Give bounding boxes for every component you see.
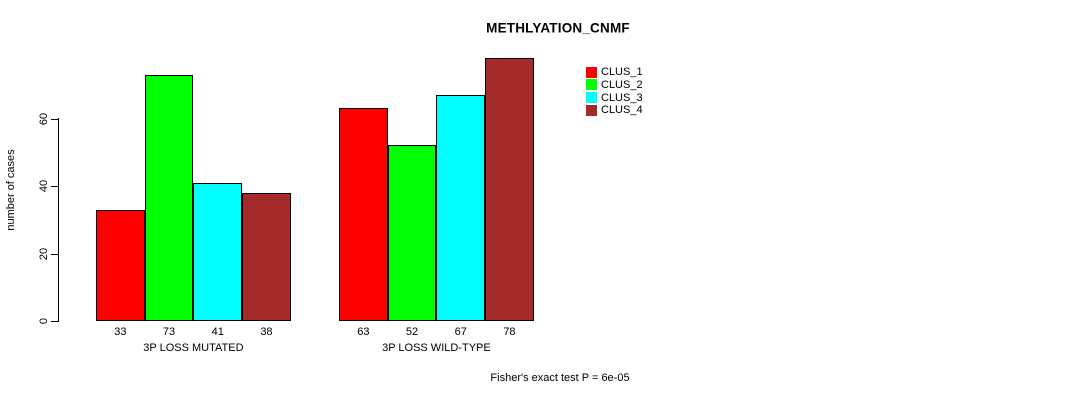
legend-label-clus_2: CLUS_2: [601, 78, 643, 91]
legend-label-clus_4: CLUS_4: [601, 104, 643, 117]
bar-value-label: 73: [162, 326, 176, 338]
legend-swatch-clus_1: [586, 66, 597, 78]
bar-value-label: 33: [114, 326, 127, 338]
bar-clus_2-group1: [144, 75, 194, 321]
bar-value-label: 41: [211, 326, 224, 338]
bar-value-label: 38: [260, 326, 273, 338]
bar-clus_3-group2: [436, 95, 486, 321]
bar-value-label: 67: [454, 326, 467, 338]
y-tick-label-0: 0: [38, 317, 50, 325]
y-axis-line: [58, 118, 59, 322]
y-tick-mark-60: [51, 118, 58, 120]
bar-value-label: 63: [357, 326, 370, 338]
legend-swatch-clus_2: [586, 79, 597, 91]
chart-title: METHLYATION_CNMF: [486, 20, 630, 36]
y-tick-label-60: 60: [38, 112, 50, 125]
legend-label-clus_1: CLUS_1: [601, 66, 643, 78]
bar-clus_4-group2: [485, 58, 534, 321]
legend-swatch-clus_4: [586, 104, 597, 116]
y-tick-mark-20: [51, 253, 58, 255]
bar-clus_4-group1: [242, 193, 291, 321]
bar-value-label: 78: [503, 326, 516, 338]
category-label-group2: 3P LOSS WILD-TYPE: [382, 342, 491, 354]
bar-clus_1-group1: [96, 210, 145, 321]
bar-value-label: 52: [405, 326, 419, 338]
y-tick-mark-0: [51, 321, 58, 322]
y-axis-label: number of cases: [5, 149, 17, 231]
legend-label-clus_3: CLUS_3: [601, 91, 643, 104]
bar-clus_2-group2: [387, 145, 437, 321]
y-tick-label-20: 20: [38, 247, 50, 260]
legend-swatch-clus_3: [586, 92, 597, 104]
fisher-test-annotation: Fisher's exact test P = 6e-05: [490, 372, 630, 384]
category-label-group1: 3P LOSS MUTATED: [143, 342, 244, 354]
bar-clus_1-group2: [339, 108, 388, 321]
bar-clus_3-group1: [193, 183, 243, 321]
y-tick-mark-40: [51, 186, 58, 187]
y-tick-label-40: 40: [38, 179, 50, 193]
